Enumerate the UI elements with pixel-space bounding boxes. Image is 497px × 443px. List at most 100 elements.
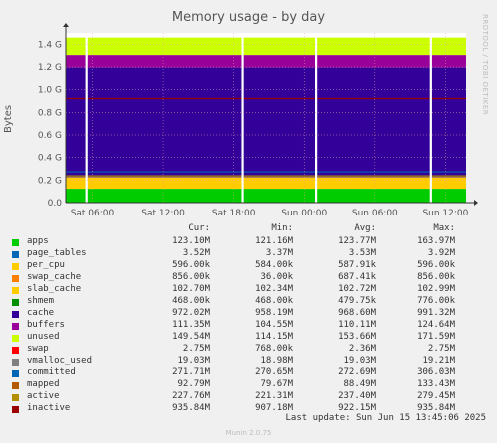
legend-row-inactive: inactive 935.84M 907.18M 922.15M 935.84M (12, 403, 472, 415)
legend-value-avg: 922.15M (338, 403, 376, 414)
legend-header: Cur: Min: Avg: Max: (12, 223, 472, 235)
chart-title: Memory usage - by day (171, 10, 326, 25)
legend-value-max: 991.32M (417, 307, 455, 318)
y-tick-label: 0.2 G (38, 176, 62, 186)
legend-value-avg: 687.41k (338, 271, 376, 282)
legend-value-cur: 123.10M (172, 236, 210, 246)
legend-name: cache (27, 307, 55, 318)
y-tick-label: 0.0 (48, 199, 63, 209)
legend-name: per_cpu (27, 259, 65, 270)
x-tick-label: Sun 06:00 (352, 209, 398, 215)
legend-header-min: Min: (271, 223, 293, 233)
legend-value-avg: 587.91k (338, 259, 376, 270)
x-tick-label: Sat 12:00 (141, 209, 185, 215)
legend-header-max: Max: (433, 223, 455, 233)
legend-swatch (12, 358, 19, 366)
legend-value-min: 907.18M (255, 403, 293, 414)
legend-value-max: 279.45M (417, 391, 455, 402)
legend-name: swap (27, 343, 49, 354)
legend-swatch (12, 310, 19, 318)
data-gap-0 (85, 33, 88, 203)
legend-value-max: 856.00k (417, 271, 455, 282)
legend-swatch (12, 239, 19, 246)
legend-swatch (12, 274, 19, 282)
legend-swatch (12, 322, 19, 330)
x-tick-label: Sat 06:00 (71, 209, 115, 215)
legend-value-cur: 468.00k (172, 295, 210, 306)
legend-row-mapped: mapped 92.79M 79.67M 88.49M 133.43M (12, 379, 472, 391)
legend-value-max: 776.00k (417, 295, 455, 306)
data-gap-3 (429, 33, 432, 203)
legend-value-cur: 596.00k (172, 259, 210, 270)
legend-value-cur: 149.54M (172, 331, 210, 342)
legend-value-avg: 88.49M (343, 379, 376, 390)
legend-row-active: active 227.76M 221.31M 237.40M 279.45M (12, 391, 472, 403)
legend-value-min: 104.55M (255, 319, 293, 330)
legend-row-per_cpu: per_cpu 596.00k 584.00k 587.91k 596.00k (12, 260, 472, 272)
legend-value-max: 124.64M (417, 319, 455, 330)
legend-value-max: 935.84M (417, 403, 455, 414)
memory-chart: 0.0 0.2 G 0.4 G 0.6 G 0.8 G 1.0 G 1.2 G 1.4 G Sa… (38, 23, 478, 215)
area-cache (66, 67, 466, 178)
legend-value-max: 2.75M (427, 343, 455, 354)
legend-value-cur: 19.03M (177, 355, 210, 366)
legend-value-cur: 935.84M (172, 403, 210, 414)
legend-swatch (12, 334, 19, 342)
legend-name: vmalloc_used (27, 355, 93, 366)
legend-value-cur: 2.75M (182, 343, 210, 354)
legend-swatch (12, 382, 19, 390)
legend-value-avg: 3.53M (348, 247, 376, 258)
area-buffers (66, 55, 466, 68)
y-axis-arrow (63, 23, 69, 27)
legend-name: unused (27, 331, 60, 342)
x-tick-label: Sun 00:00 (281, 209, 327, 215)
y-tick-label: 0.6 G (38, 131, 62, 141)
legend-name: inactive (27, 403, 71, 414)
area-slab_cache (66, 177, 466, 190)
legend-swatch (12, 406, 19, 414)
legend-name: page_tables (27, 247, 87, 258)
legend-value-min: 468.00k (255, 295, 293, 306)
legend-row-buffers: buffers 111.35M 104.55M 110.11M 124.64M (12, 320, 472, 332)
last-update: Last update: Sun Jun 15 13:45:06 2025 (285, 413, 486, 423)
legend-value-max: 171.59M (417, 331, 455, 342)
legend-value-min: 958.19M (255, 307, 293, 318)
legend-value-min: 221.31M (255, 391, 293, 402)
legend-swatch (12, 346, 19, 354)
legend-swatch (12, 286, 19, 294)
legend-value-min: 584.00k (255, 259, 293, 270)
y-tick-label: 0.8 G (38, 108, 62, 118)
legend-value-cur: 92.79M (177, 379, 210, 390)
legend-value-max: 163.97M (417, 236, 455, 246)
legend-name: swap_cache (27, 271, 82, 282)
legend-swatch (12, 394, 19, 402)
legend-value-min: 270.65M (255, 367, 293, 378)
legend-value-avg: 479.75k (338, 295, 376, 306)
legend-row-cache: cache 972.02M 958.19M 968.60M 991.32M (12, 308, 472, 320)
legend-value-avg: 237.40M (338, 391, 376, 402)
legend-row-vmalloc_used: vmalloc_used 19.03M 18.98M 19.03M 19.21M (12, 356, 472, 368)
legend-value-avg: 153.66M (338, 331, 376, 342)
legend-value-avg: 123.77M (338, 236, 376, 246)
legend-value-max: 306.03M (417, 367, 455, 378)
y-tick-label: 1.2 G (38, 63, 62, 73)
munin-version: Munin 2.0.75 (225, 429, 272, 437)
legend-value-cur: 227.76M (172, 391, 210, 402)
legend-value-avg: 19.03M (343, 355, 376, 366)
legend-row-apps: apps 123.10M 121.16M 123.77M 163.97M (12, 236, 472, 248)
legend-value-max: 19.21M (422, 355, 455, 366)
legend-name: buffers (27, 319, 65, 330)
legend-row-swap: swap 2.75M 768.00k 2.36M 2.75M (12, 344, 472, 356)
x-axis-arrow (474, 200, 478, 206)
legend-value-min: 114.15M (255, 331, 293, 342)
data-gap-2 (315, 33, 318, 203)
y-tick-label: 1.4 G (38, 40, 62, 50)
legend-swatch (12, 298, 19, 306)
legend-value-min: 18.98M (260, 355, 293, 366)
legend-row-committed: committed 271.71M 270.65M 272.69M 306.03M (12, 367, 472, 379)
legend-value-avg: 102.72M (338, 283, 376, 294)
legend-value-avg: 968.60M (338, 307, 376, 318)
legend-value-avg: 2.36M (348, 343, 376, 354)
y-tick-label: 0.4 G (38, 154, 62, 164)
legend-value-cur: 271.71M (172, 367, 210, 378)
